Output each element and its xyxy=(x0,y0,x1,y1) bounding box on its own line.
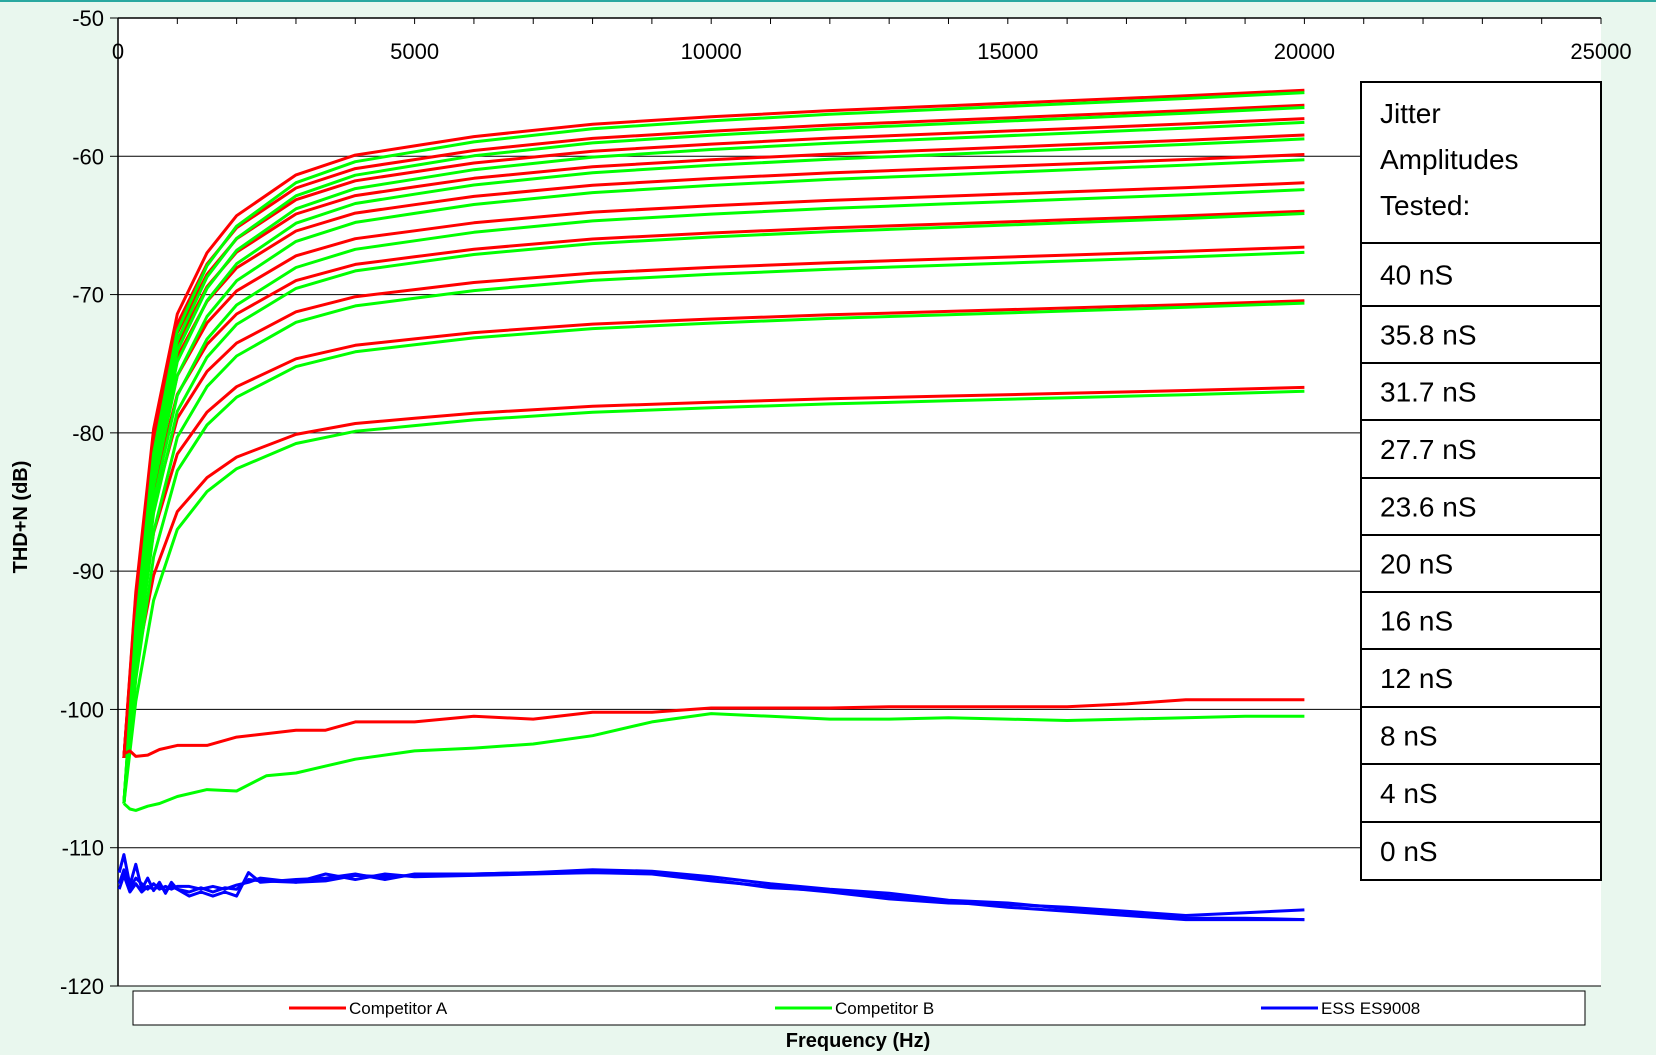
legend-label-competitor-a: Competitor A xyxy=(349,999,448,1018)
jitter-row-label: 8 nS xyxy=(1380,721,1438,752)
y-tick-label: -120 xyxy=(60,974,104,999)
x-tick-label: 0 xyxy=(112,39,124,64)
jitter-row-label: 16 nS xyxy=(1380,606,1453,637)
x-tick-label: 15000 xyxy=(977,39,1038,64)
legend-label-ess-es9008: ESS ES9008 xyxy=(1321,999,1420,1018)
jitter-header-line-1: Jitter xyxy=(1380,98,1441,129)
series-line-competitor-a-35-8-ns xyxy=(122,103,1305,758)
jitter-row-label: 35.8 nS xyxy=(1380,320,1477,351)
series-line-competitor-b-16-ns xyxy=(122,212,1305,804)
series-line-competitor-a-0 xyxy=(123,698,1305,758)
series-line-competitor-a-8-ns xyxy=(122,299,1305,758)
jitter-row-label: 20 nS xyxy=(1380,549,1453,580)
series-line-ess-es9008-3 xyxy=(117,868,1305,917)
y-tick-label: -110 xyxy=(62,836,104,861)
series-line-competitor-b-12-ns xyxy=(122,250,1305,804)
series-line-competitor-b-1 xyxy=(122,712,1305,812)
jitter-row-label: 23.6 nS xyxy=(1380,492,1477,523)
legend-label-competitor-b: Competitor B xyxy=(835,999,934,1018)
series-line-competitor-b-35-8-ns xyxy=(122,106,1305,804)
x-tick-label: 25000 xyxy=(1570,39,1631,64)
x-axis-title: Frequency (Hz) xyxy=(786,1030,930,1052)
series-line-competitor-b-8-ns xyxy=(122,301,1305,804)
y-tick-label: -60 xyxy=(72,144,104,169)
series-line-competitor-a-40-ns xyxy=(122,88,1305,758)
jitter-row-label: 31.7 nS xyxy=(1380,377,1477,408)
series-line-competitor-a-4-ns xyxy=(122,385,1305,758)
series-line-competitor-b-4-ns xyxy=(122,389,1305,804)
legend: Competitor A Competitor B ESS ES9008 xyxy=(132,990,1586,1026)
y-tick-label: -50 xyxy=(72,6,104,31)
jitter-rows: 40 nS 35.8 nS 31.7 nS 27.7 nS 23.6 nS 20 nS 16… xyxy=(1361,242,1601,867)
y-tick-label: -80 xyxy=(72,421,104,446)
jitter-header-line-3: Tested: xyxy=(1380,190,1470,221)
x-tick-label: 10000 xyxy=(681,39,742,64)
jitter-row-label: 27.7 nS xyxy=(1380,434,1477,465)
legend-box xyxy=(132,990,1586,1026)
jitter-amplitudes-table: Jitter Amplitudes Tested: 40 nS 35.8 nS 31… xyxy=(1360,81,1602,881)
jitter-row-label: 0 nS xyxy=(1380,836,1438,867)
x-tick-label: 5000 xyxy=(390,39,439,64)
series-line-competitor-b-40-ns xyxy=(122,91,1305,804)
series-lines xyxy=(117,88,1305,922)
jitter-row-label: 40 nS xyxy=(1380,260,1453,291)
series-line-competitor-b-31-7-ns xyxy=(122,120,1305,804)
x-tick-label: 20000 xyxy=(1274,39,1335,64)
y-tick-label: -100 xyxy=(60,697,104,722)
y-tick-label: -70 xyxy=(72,283,104,308)
y-axis-title: THD+N (dB) xyxy=(10,461,32,574)
series-line-competitor-b-20-ns xyxy=(122,188,1305,804)
jitter-header-line-2: Amplitudes xyxy=(1380,144,1519,175)
jitter-row-label: 4 nS xyxy=(1380,778,1438,809)
y-tick-label: -90 xyxy=(72,559,104,584)
series-line-ess-es9008-4 xyxy=(117,868,1305,922)
jitter-table-background xyxy=(1360,81,1602,881)
series-line-competitor-b-23-6-ns xyxy=(122,158,1305,804)
jitter-row-label: 12 nS xyxy=(1380,663,1453,694)
series-line-competitor-b-27-7-ns xyxy=(122,137,1305,804)
axes: -50 -60 -70 -80 -90 -100 -110 -120 0 5000 10000 150… xyxy=(60,6,1632,999)
